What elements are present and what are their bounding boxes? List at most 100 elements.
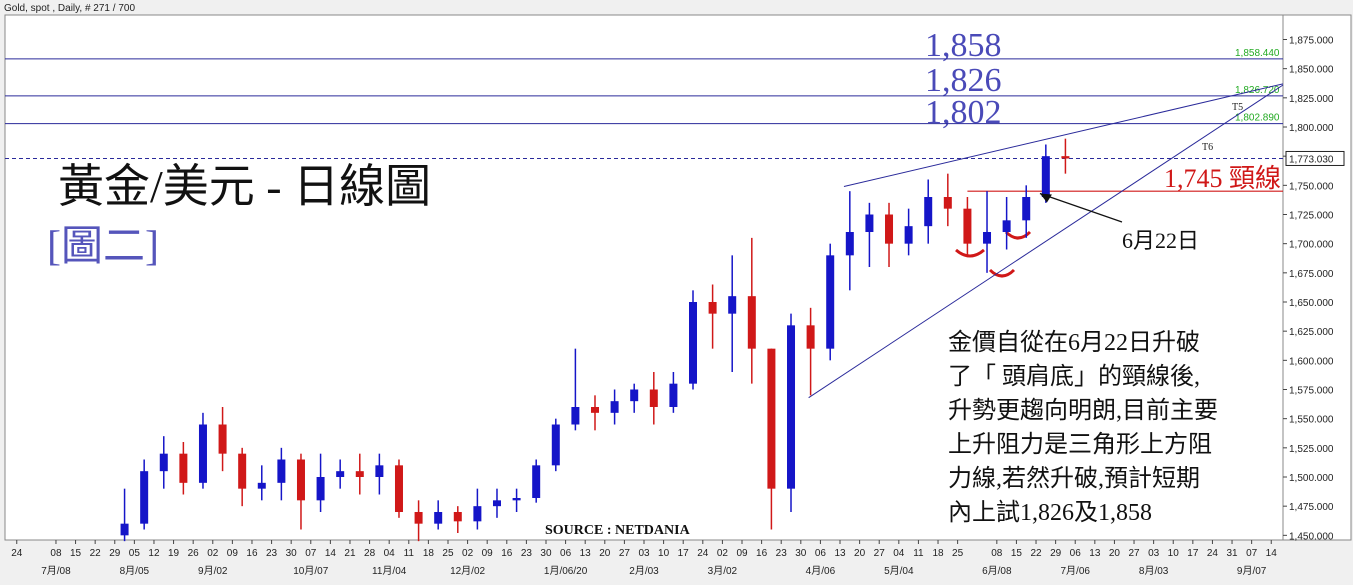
candle-body [179,453,188,483]
candle-body [590,407,599,413]
month-label: 9月/02 [198,565,228,577]
x-tick-label: 22 [90,548,102,559]
x-tick-label: 04 [384,548,396,559]
x-tick-label: 11 [404,548,415,559]
y-tick-label: 1,700.000 [1289,240,1334,251]
x-tick-label: 10 [658,548,670,559]
header: Gold, spot , Daily, # 271 / 700 [4,3,135,14]
plot-area [4,14,1284,541]
candle-body [238,453,247,489]
candle-body [473,506,482,522]
month-label: 2月/03 [629,565,659,577]
shoulder-arc [1004,230,1032,240]
month-label: 6月/08 [982,565,1012,577]
x-tick-label: 07 [305,548,317,559]
x-tick-label: 09 [227,548,239,559]
candle-body [198,424,207,483]
candle-body [669,383,678,407]
candle-body [865,214,874,232]
trendline-label: T5 [1232,102,1243,113]
month-label: 5月/04 [884,565,914,577]
month-label: 8月/05 [120,565,150,577]
level-label: 1,858.440 [1235,48,1280,59]
note-line: 力線,若然升破,預計短期 [948,465,1200,492]
x-tick-label: 24 [1207,548,1219,559]
candle-body [708,302,717,314]
candle-body [649,389,658,407]
candle-body [336,471,345,477]
candle-body [257,482,266,489]
x-tick-label: 28 [364,548,376,559]
y-tick-label: 1,550.000 [1289,415,1334,426]
candle-body [394,465,403,512]
candle-body [826,255,835,349]
month-label: 3月/02 [708,565,738,577]
y-tick-label: 1,525.000 [1289,444,1334,455]
y-tick-label: 1,825.000 [1289,94,1334,105]
x-tick-label: 27 [1128,548,1140,559]
candle-body [159,453,168,472]
candle-body [120,523,129,536]
x-tick-label: 02 [207,548,219,559]
level-note: 1,826 [925,62,1002,99]
y-axis-area [1282,14,1352,541]
x-tick-label: 18 [423,548,435,559]
month-label: 7月/08 [41,565,71,577]
x-tick-label: 23 [266,548,278,559]
x-tick-label: 23 [776,548,788,559]
candle-body [924,197,933,227]
x-tick-label: 12 [148,548,160,559]
x-tick-label: 20 [1109,548,1121,559]
candle-body [767,348,776,489]
y-tick-label: 1,675.000 [1289,269,1334,280]
trendline [843,83,1284,187]
y-tick-label: 1,575.000 [1289,386,1334,397]
candle-body [316,477,325,501]
chart-title: 黃金/美元 - 日線圖 [58,161,431,212]
candle-body [551,424,560,466]
y-tick-label: 1,500.000 [1289,473,1334,484]
x-tick-label: 06 [815,548,827,559]
x-tick-label: 20 [599,548,611,559]
y-tick-label: 1,725.000 [1289,211,1334,222]
month-label: 8月/03 [1139,565,1169,577]
x-tick-label: 21 [344,548,356,559]
note-line: 上升阻力是三角形上方阻 [948,431,1212,458]
level-note: 1,802 [925,94,1002,131]
x-tick-label: 15 [70,548,82,559]
x-tick-label: 04 [893,548,905,559]
x-tick-label: 29 [109,548,121,559]
x-tick-label: 15 [1011,548,1023,559]
x-tick-label: 13 [834,548,846,559]
candle-body [806,325,815,349]
month-label: 1月/06/20 [544,565,588,577]
candle-body [492,500,501,507]
x-tick-label: 26 [188,548,200,559]
y-tick-label: 1,750.000 [1289,181,1334,192]
x-tick-label: 09 [736,548,748,559]
candle-body [904,226,913,244]
level-box [1285,150,1345,166]
y-tick-label: 1,850.000 [1289,65,1334,76]
x-tick-label: 05 [129,548,141,559]
x-tick-label: 25 [442,548,454,559]
candle-body [885,214,894,244]
note-line: 升勢更趨向明朗,目前主要 [948,397,1218,424]
x-tick-label: 30 [795,548,807,559]
head-arc [988,268,1016,278]
x-tick-label: 30 [286,548,298,559]
x-tick-label: 27 [874,548,886,559]
arrow-label: 6月22日 [1122,228,1199,253]
candle-body [218,424,227,454]
candle-body [1041,156,1050,197]
x-tick-label: 17 [678,548,690,559]
x-tick-label: 11 [913,548,924,559]
x-tick-label: 06 [560,548,572,559]
x-tick-label: 06 [1070,548,1082,559]
arrow-line [1039,192,1123,223]
x-tick-label: 18 [932,548,944,559]
level-note: 1,858 [925,27,1002,64]
x-tick-label: 02 [717,548,729,559]
